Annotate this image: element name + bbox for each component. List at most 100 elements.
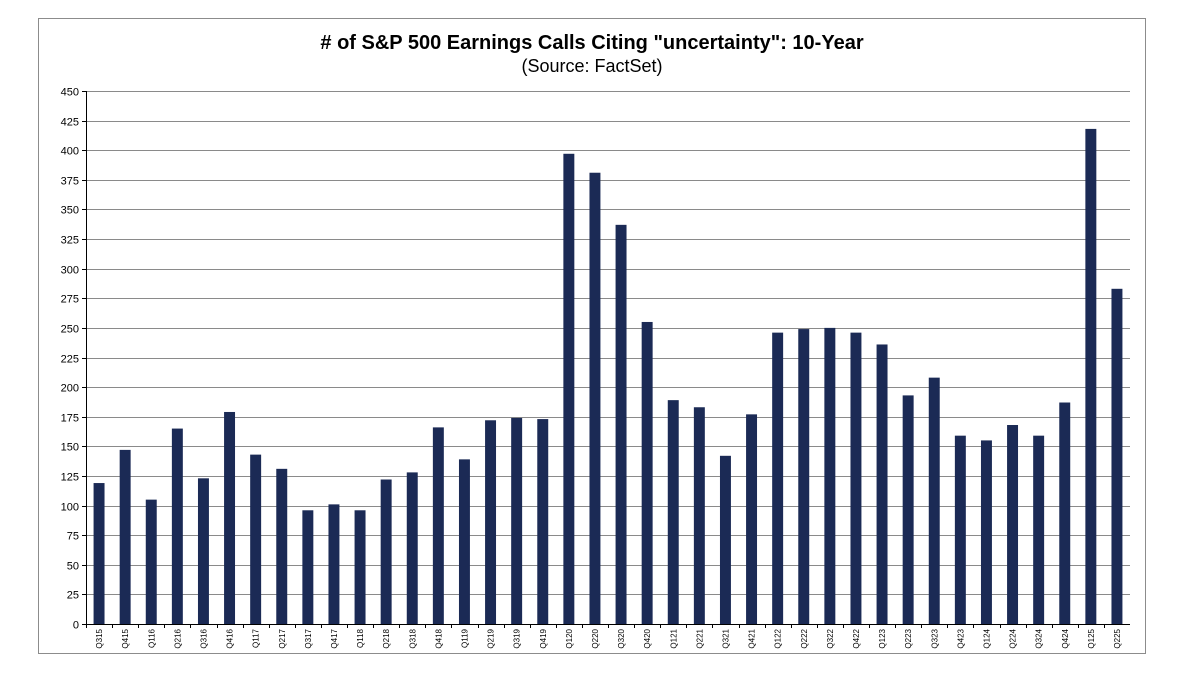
x-tick-label-Q318: Q318 — [408, 628, 417, 648]
bar-Q123 — [876, 344, 888, 624]
x-tick-label-Q319: Q319 — [513, 628, 522, 648]
x-tick-label-Q422: Q422 — [852, 628, 861, 648]
x-tick-label-Q225: Q225 — [1113, 628, 1122, 648]
x-tick-label-Q122: Q122 — [774, 628, 783, 648]
x-tick-label-Q120: Q120 — [565, 628, 574, 648]
y-tick-label-50: 50 — [67, 561, 79, 573]
x-tick-label-Q317: Q317 — [304, 628, 313, 648]
bar-Q423 — [954, 435, 966, 624]
x-tick-label-Q421: Q421 — [748, 628, 757, 648]
x-tick-label-Q123: Q123 — [878, 628, 887, 648]
x-tick-label-Q424: Q424 — [1061, 628, 1070, 648]
bar-Q424 — [1059, 402, 1071, 624]
x-tick-label-Q321: Q321 — [722, 628, 731, 648]
bar-Q225 — [1111, 288, 1123, 624]
bar-Q224 — [1007, 425, 1019, 624]
bar-Q315 — [93, 483, 105, 624]
bar-Q221 — [693, 407, 705, 624]
bar-Q318 — [406, 472, 418, 624]
bar-Q420 — [641, 321, 653, 624]
bar-chart: 0 25 50 75 100 125 150 175 200 225 250 275 300 325 350… — [61, 87, 1130, 649]
x-tick-label-Q116: Q116 — [147, 628, 156, 648]
bar-Q416 — [224, 411, 236, 624]
bar-Q417 — [328, 504, 340, 624]
bar-Q415 — [119, 449, 131, 624]
bar-Q121 — [667, 400, 679, 624]
bar-Q316 — [197, 478, 209, 624]
bar-Q422 — [850, 332, 862, 624]
x-tick-label-Q125: Q125 — [1087, 628, 1096, 648]
y-axis-tick-labels: 0 25 50 75 100 125 150 175 200 225 250 275 300 325 350… — [61, 87, 79, 632]
x-tick-label-Q220: Q220 — [591, 628, 600, 648]
bar-Q220 — [589, 172, 601, 625]
y-tick-label-175: 175 — [61, 413, 79, 425]
x-tick-label-Q415: Q415 — [121, 628, 130, 648]
bar-Q321 — [719, 455, 731, 624]
x-tick-label-Q224: Q224 — [1009, 628, 1018, 648]
bar-Q218 — [380, 479, 392, 624]
y-tick-label-25: 25 — [67, 590, 79, 602]
gridlines — [82, 91, 1130, 625]
y-tick-label-0: 0 — [73, 620, 79, 632]
y-tick-label-75: 75 — [67, 531, 79, 543]
bar-Q119 — [458, 459, 470, 624]
y-tick-label-100: 100 — [61, 502, 79, 514]
x-tick-label-Q418: Q418 — [434, 628, 443, 648]
y-tick-label-400: 400 — [61, 146, 79, 158]
x-tick-label-Q324: Q324 — [1035, 628, 1044, 648]
y-tick-label-150: 150 — [61, 442, 79, 454]
y-tick-label-300: 300 — [61, 265, 79, 277]
bars — [93, 128, 1123, 625]
x-tick-label-Q423: Q423 — [956, 628, 965, 648]
x-tick-label-Q117: Q117 — [252, 628, 261, 648]
y-tick-label-375: 375 — [61, 176, 79, 188]
bar-Q217 — [276, 468, 288, 624]
bar-Q320 — [615, 224, 627, 624]
chart-subtitle: (Source: FactSet) — [521, 56, 663, 76]
bar-Q122 — [772, 332, 784, 624]
bar-Q118 — [354, 510, 366, 624]
x-tick-label-Q419: Q419 — [539, 628, 548, 648]
bar-Q322 — [824, 327, 836, 624]
bar-Q317 — [302, 510, 314, 624]
bar-Q216 — [171, 428, 183, 624]
bar-Q324 — [1033, 435, 1045, 624]
bar-Q116 — [145, 499, 157, 624]
y-tick-label-450: 450 — [61, 87, 79, 99]
x-tick-label-Q221: Q221 — [695, 628, 704, 648]
bar-Q124 — [980, 440, 992, 624]
y-tick-label-425: 425 — [61, 117, 79, 129]
x-tick-label-Q417: Q417 — [330, 628, 339, 648]
bar-Q223 — [902, 395, 914, 624]
bar-Q120 — [563, 153, 575, 624]
bar-Q219 — [485, 420, 497, 624]
y-tick-label-125: 125 — [61, 472, 79, 484]
x-tick-label-Q218: Q218 — [382, 628, 391, 648]
x-tick-label-Q416: Q416 — [226, 628, 235, 648]
x-tick-label-Q119: Q119 — [461, 628, 470, 648]
bar-Q222 — [798, 329, 810, 624]
bar-Q319 — [511, 417, 523, 624]
bar-Q117 — [250, 454, 262, 624]
bar-Q419 — [537, 419, 549, 624]
x-axis-tick-labels: Q315 Q415 Q116 Q216 Q316 Q416 Q117 Q217 Q317 Q417… — [95, 628, 1122, 648]
bar-Q421 — [746, 414, 758, 624]
y-tick-label-225: 225 — [61, 354, 79, 366]
x-tick-label-Q323: Q323 — [930, 628, 939, 648]
chart-frame: # of S&P 500 Earnings Calls Citing "unce… — [38, 18, 1146, 654]
x-tick-label-Q322: Q322 — [826, 628, 835, 648]
x-tick-label-Q320: Q320 — [617, 628, 626, 648]
bar-Q125 — [1085, 128, 1097, 624]
y-tick-label-250: 250 — [61, 324, 79, 336]
y-tick-label-325: 325 — [61, 235, 79, 247]
x-tick-label-Q315: Q315 — [95, 628, 104, 648]
bar-Q323 — [928, 377, 940, 624]
x-tick-label-Q316: Q316 — [199, 628, 208, 648]
x-tick-label-Q124: Q124 — [983, 628, 992, 648]
y-tick-label-275: 275 — [61, 294, 79, 306]
y-tick-label-200: 200 — [61, 383, 79, 395]
bar-Q418 — [432, 427, 444, 624]
x-tick-label-Q420: Q420 — [643, 628, 652, 648]
x-tick-label-Q222: Q222 — [800, 628, 809, 648]
x-tick-label-Q216: Q216 — [173, 628, 182, 648]
